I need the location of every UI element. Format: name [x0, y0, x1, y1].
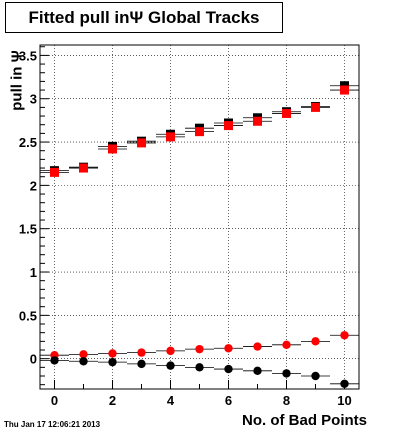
- series1-point: [166, 132, 175, 142]
- series3-point: [282, 369, 291, 378]
- series1-point: [195, 127, 204, 137]
- series1-point: [224, 121, 233, 131]
- chart-title: Fitted pull inΨ Global Tracks: [5, 2, 283, 33]
- x-tick-label: 6: [225, 393, 232, 408]
- series1-point: [108, 144, 117, 154]
- series2-point: [195, 344, 204, 354]
- y-tick-label: 3: [30, 92, 37, 107]
- y-axis-label: pull in Ψ: [8, 49, 26, 111]
- series3-point: [79, 357, 88, 366]
- series3-point: [50, 356, 59, 365]
- x-tick-label: 2: [109, 393, 116, 408]
- y-axis-label-box: pull in Ψ: [2, 40, 32, 120]
- series2-point: [79, 350, 88, 359]
- y-tick-label: 2.5: [19, 135, 37, 150]
- series1-point: [340, 85, 349, 95]
- y-tick-label: 1.5: [19, 222, 37, 237]
- series2-point: [166, 346, 175, 356]
- series2-point: [224, 344, 233, 353]
- series3-point: [253, 366, 262, 376]
- series1-point: [253, 116, 262, 126]
- x-axis-label: No. of Bad Points: [242, 412, 367, 429]
- y-tick-label: 0: [30, 352, 37, 367]
- timestamp: Thu Jan 17 12:06:21 2013: [4, 420, 101, 429]
- series3-point: [166, 361, 175, 370]
- series3-point: [340, 379, 349, 389]
- series3-point: [195, 363, 204, 372]
- series3-point: [108, 357, 117, 367]
- series3-point: [311, 371, 320, 381]
- series3-point: [137, 359, 146, 369]
- plot-frame: [39, 44, 360, 390]
- y-tick-label: 2: [30, 178, 37, 193]
- series1-point: [282, 108, 291, 118]
- series2-point: [137, 348, 146, 357]
- x-tick-label: 8: [283, 393, 290, 408]
- series1-point: [311, 102, 320, 112]
- y-tick-label: 3.5: [19, 48, 37, 63]
- x-tick-label: 0: [51, 393, 58, 408]
- series2-point: [253, 342, 262, 351]
- y-tick-label: 0.5: [19, 308, 37, 323]
- series2-point: [340, 331, 349, 340]
- series2-point: [311, 337, 320, 346]
- series3-point: [224, 364, 233, 374]
- x-tick-label: 4: [167, 393, 175, 408]
- y-tick-label: 1: [30, 265, 37, 280]
- series2-point: [282, 340, 291, 350]
- series1-point: [79, 163, 88, 173]
- series2-point: [108, 349, 117, 358]
- series1-point: [50, 167, 59, 177]
- x-tick-label: 10: [337, 393, 351, 408]
- series1-point: [137, 138, 146, 148]
